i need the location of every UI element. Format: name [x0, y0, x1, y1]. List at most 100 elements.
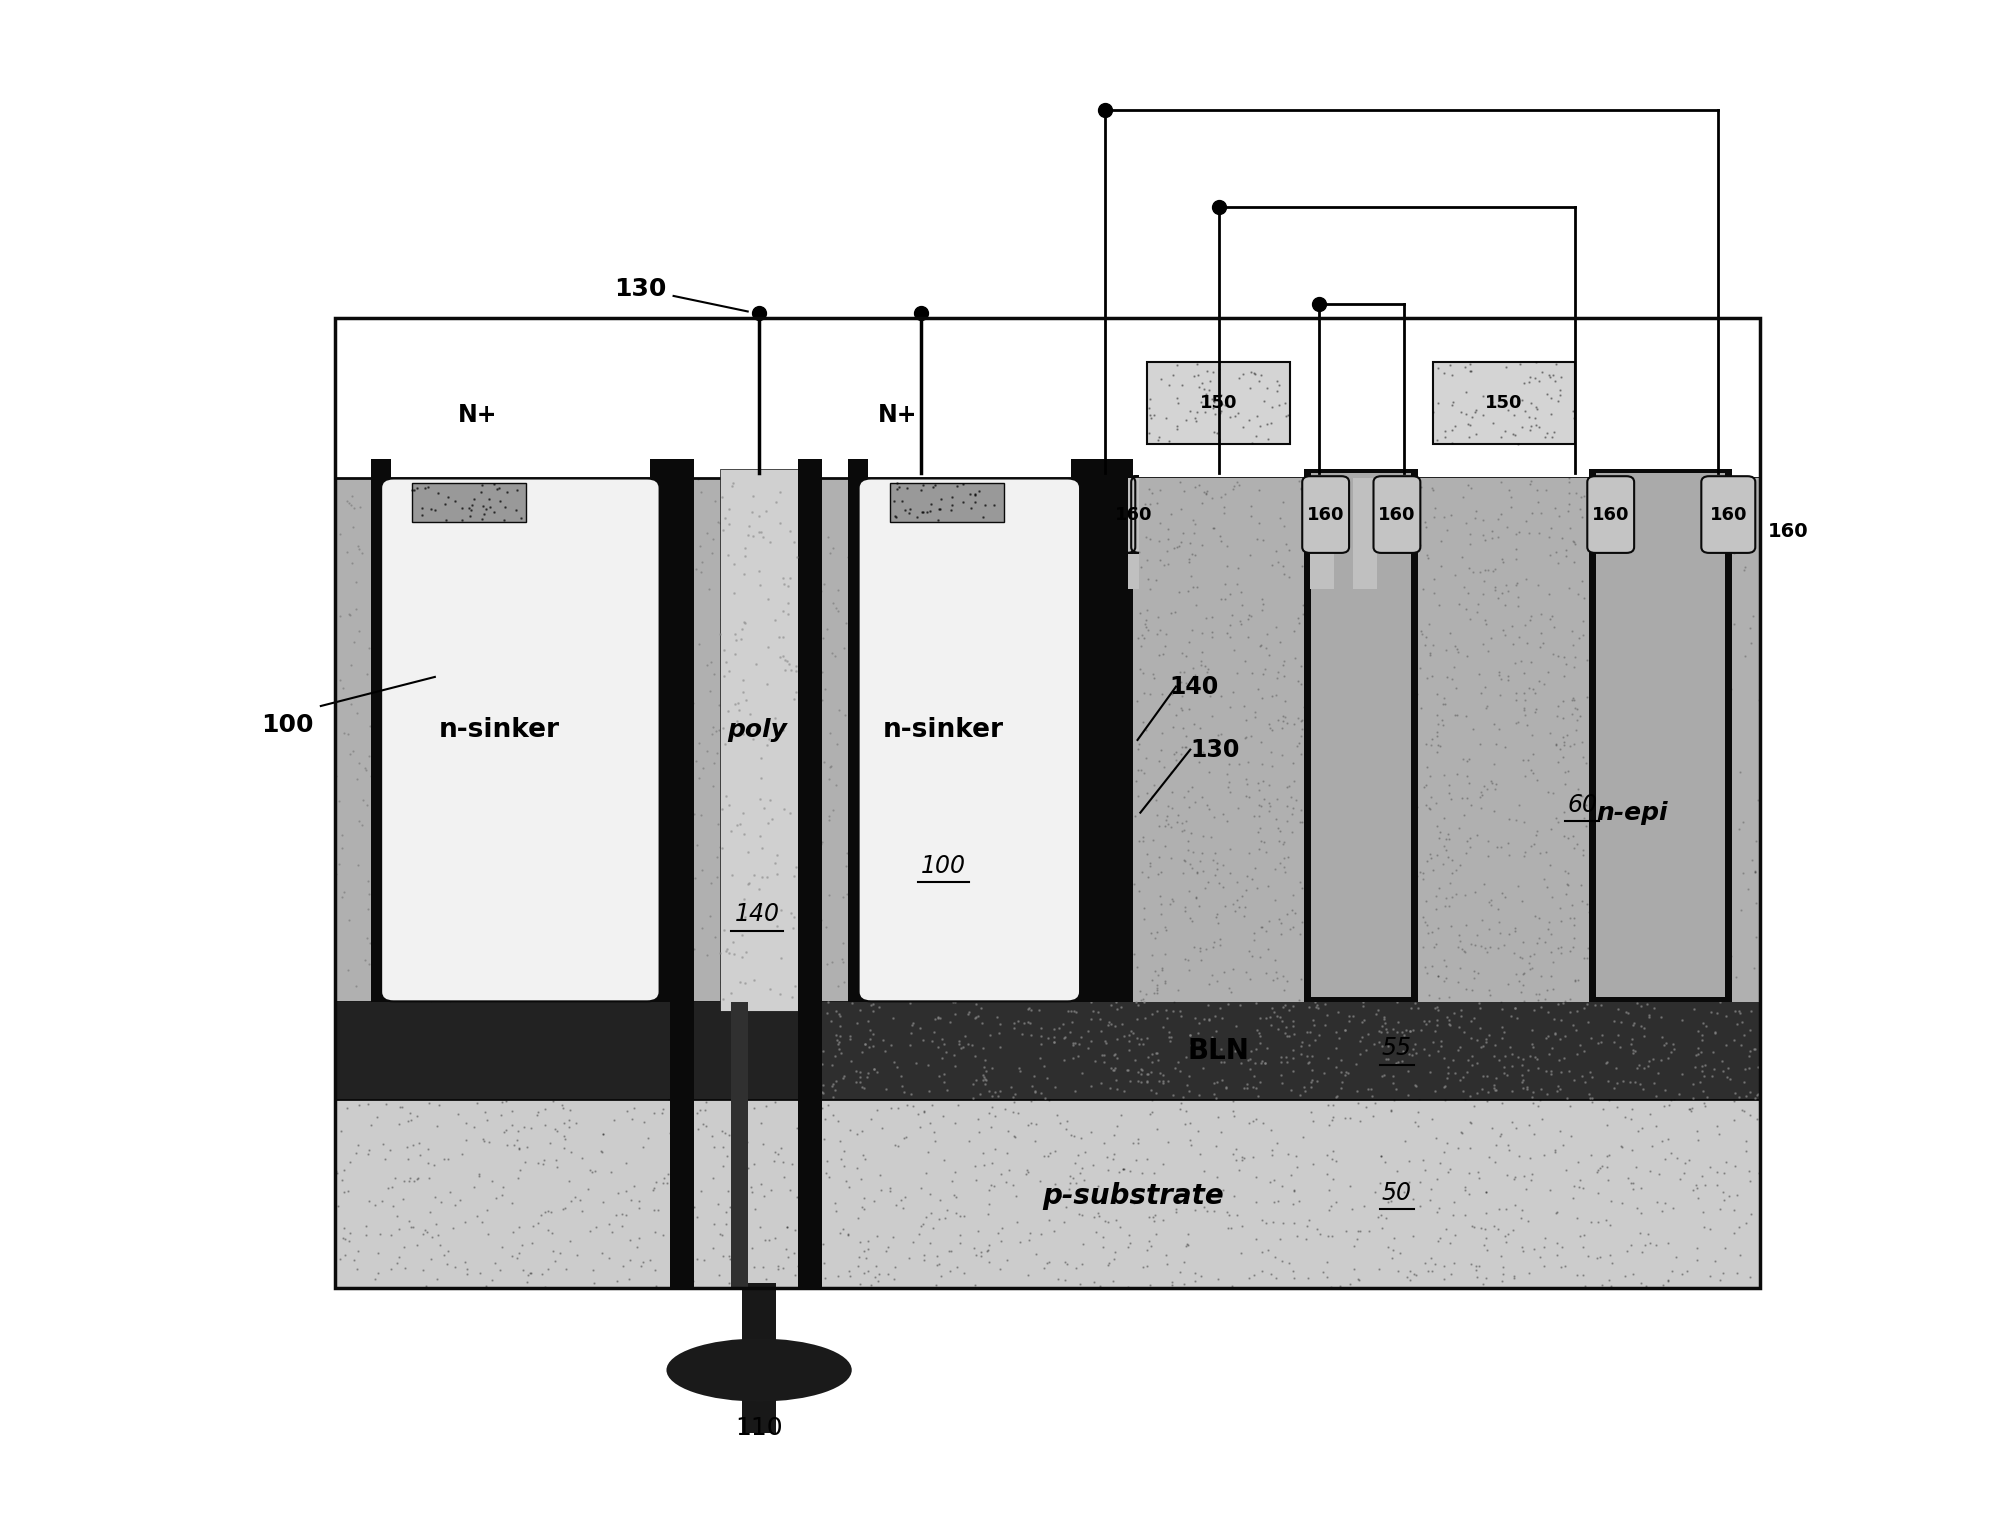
Point: [971, 746, 1003, 771]
Point: [1451, 823, 1483, 847]
Point: [793, 1033, 825, 1058]
Point: [907, 1212, 939, 1236]
Point: [643, 832, 675, 856]
Point: [645, 726, 677, 751]
Point: [525, 893, 557, 917]
Point: [843, 644, 875, 668]
Point: [1203, 357, 1235, 382]
Point: [831, 1222, 863, 1247]
Point: [703, 1262, 735, 1286]
Point: [1029, 659, 1061, 684]
Point: [921, 508, 953, 533]
Point: [967, 1152, 999, 1177]
Point: [328, 879, 360, 903]
Point: [1201, 723, 1233, 748]
Point: [1395, 633, 1427, 658]
Point: [332, 488, 364, 513]
Point: [531, 919, 563, 943]
Point: [1057, 554, 1089, 578]
Point: [1125, 758, 1157, 783]
Point: [609, 1202, 641, 1227]
Point: [1548, 652, 1580, 676]
Point: [1153, 925, 1185, 949]
Point: [805, 659, 837, 684]
Point: [739, 887, 771, 911]
Point: [1053, 620, 1085, 644]
Point: [352, 794, 384, 818]
Point: [993, 581, 1025, 606]
Point: [1283, 870, 1315, 894]
Point: [895, 938, 927, 963]
Point: [442, 710, 474, 734]
Point: [1025, 577, 1057, 601]
Point: [1133, 421, 1165, 446]
Point: [1497, 942, 1528, 966]
Point: [979, 638, 1011, 662]
Point: [1149, 813, 1181, 838]
Point: [897, 1230, 929, 1254]
Point: [1676, 475, 1708, 499]
Point: [857, 555, 889, 580]
Point: [969, 549, 1001, 574]
Point: [1682, 1042, 1714, 1067]
Bar: [412, 484, 525, 522]
Point: [973, 690, 1005, 714]
Point: [1473, 890, 1504, 914]
Point: [452, 850, 484, 874]
Point: [1423, 508, 1455, 533]
Point: [947, 659, 979, 684]
Point: [1245, 1207, 1277, 1231]
Point: [1207, 501, 1239, 525]
Point: [909, 644, 941, 668]
Point: [1341, 1091, 1373, 1116]
Point: [959, 481, 991, 505]
Point: [999, 775, 1031, 800]
Point: [1269, 908, 1301, 932]
Point: [1269, 598, 1301, 623]
Point: [1169, 1112, 1201, 1137]
Point: [1498, 1193, 1530, 1218]
Point: [1277, 751, 1309, 775]
Point: [555, 763, 587, 787]
Point: [460, 1204, 492, 1228]
Point: [1473, 935, 1504, 960]
Point: [697, 774, 729, 798]
Point: [1277, 873, 1309, 897]
Point: [1147, 1064, 1179, 1088]
Point: [372, 780, 404, 804]
Point: [1349, 1038, 1381, 1062]
Point: [1189, 606, 1221, 630]
Point: [1065, 1126, 1097, 1151]
Point: [851, 871, 883, 896]
Point: [527, 534, 559, 559]
Point: [1548, 989, 1580, 1013]
Point: [1558, 607, 1590, 632]
Point: [937, 925, 969, 949]
Point: [685, 481, 717, 505]
Point: [1514, 468, 1546, 493]
Point: [1285, 717, 1317, 742]
Point: [939, 1201, 971, 1225]
Point: [967, 981, 999, 1006]
Point: [1409, 1250, 1441, 1274]
Point: [1245, 916, 1277, 940]
Point: [1195, 1025, 1227, 1050]
Point: [939, 621, 971, 645]
Point: [1093, 1010, 1125, 1035]
Point: [663, 1138, 695, 1163]
Point: [1640, 555, 1672, 580]
Point: [1624, 644, 1656, 668]
Point: [1291, 1050, 1323, 1074]
Point: [1225, 612, 1257, 636]
Point: [531, 562, 563, 586]
Point: [963, 490, 995, 514]
Point: [1251, 375, 1283, 400]
Point: [1504, 945, 1536, 969]
Point: [1548, 797, 1580, 821]
Point: [1099, 818, 1131, 842]
Point: [907, 499, 939, 523]
Point: [1371, 693, 1403, 717]
Point: [811, 617, 843, 641]
Point: [509, 530, 541, 554]
Point: [1544, 378, 1576, 403]
